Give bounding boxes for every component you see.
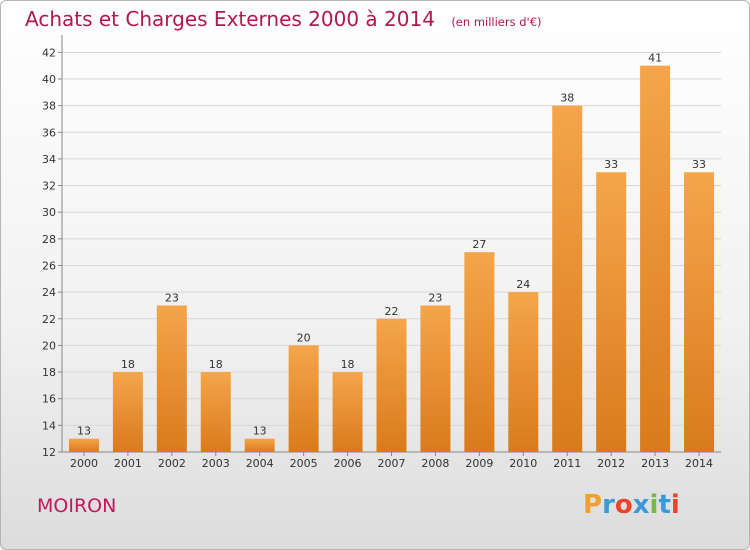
bar	[332, 372, 363, 452]
x-tick-label: 2003	[202, 457, 230, 470]
x-tick-label: 2005	[290, 457, 318, 470]
bars	[68, 65, 715, 452]
y-tick-label: 32	[42, 180, 56, 193]
bar	[288, 345, 319, 452]
chart-title: Achats et Charges Externes 2000 à 2014 (…	[25, 7, 542, 31]
data-label: 18	[121, 358, 135, 371]
x-tick-label: 2014	[685, 457, 713, 470]
bar	[684, 172, 715, 452]
place-name: MOIRON	[37, 495, 117, 517]
data-label: 20	[297, 331, 311, 344]
x-tick-label: 2007	[378, 457, 406, 470]
data-labels: 13 18 23 18 13 20 18 22 23 27 24 38 33 41 33	[77, 52, 706, 438]
data-label: 18	[341, 358, 355, 371]
y-tick-label: 36	[42, 126, 56, 139]
data-label: 38	[560, 92, 574, 105]
bar	[200, 372, 231, 452]
data-label: 24	[516, 278, 530, 291]
data-label: 27	[472, 238, 486, 251]
bar	[552, 105, 583, 452]
bar	[68, 438, 99, 452]
bar	[508, 292, 539, 452]
logo-letter: t	[658, 490, 671, 520]
x-tick-label: 2004	[246, 457, 274, 470]
data-label: 13	[77, 425, 91, 438]
x-tick-label: 2001	[114, 457, 142, 470]
bar	[376, 318, 407, 452]
x-tick-label: 2011	[553, 457, 581, 470]
logo-letter: o	[614, 490, 633, 520]
x-tick-label: 2009	[465, 457, 493, 470]
bar	[156, 305, 187, 452]
y-tick-label: 30	[42, 206, 56, 219]
bar	[112, 372, 143, 452]
logo-letter: i	[649, 490, 659, 520]
bar	[420, 305, 451, 452]
chart-subtitle: (en milliers d'€)	[451, 15, 542, 29]
y-tick-label: 34	[42, 153, 56, 166]
y-tick-label: 24	[42, 286, 56, 299]
bar	[464, 252, 495, 452]
x-tick-label: 2000	[70, 457, 98, 470]
data-label: 33	[604, 158, 618, 171]
y-tick-label: 14	[42, 419, 56, 432]
y-tick-label: 18	[42, 366, 56, 379]
data-label: 23	[428, 291, 442, 304]
chart-title-text: Achats et Charges Externes 2000 à 2014	[25, 7, 435, 31]
data-label: 18	[209, 358, 223, 371]
x-tick-label: 2013	[641, 457, 669, 470]
logo-letter: x	[632, 490, 650, 520]
y-tick-labels: 12 14 16 18 20 22 24 26 28 30 32 34 36 38 40 42	[42, 46, 56, 459]
x-tick-label: 2010	[509, 457, 537, 470]
logo-letter: P	[583, 490, 603, 520]
data-label: 13	[253, 425, 267, 438]
data-label: 41	[648, 52, 662, 65]
y-tick-label: 40	[42, 73, 56, 86]
data-label: 23	[165, 291, 179, 304]
x-tick-label: 2012	[597, 457, 625, 470]
x-tick-label: 2006	[334, 457, 362, 470]
bar	[640, 65, 671, 452]
y-tick-label: 22	[42, 313, 56, 326]
y-tick-label: 28	[42, 233, 56, 246]
y-tick-label: 20	[42, 339, 56, 352]
proxiti-logo[interactable]: Proxiti	[583, 490, 680, 520]
logo-letter: r	[602, 490, 615, 520]
y-tick-label: 16	[42, 393, 56, 406]
y-tick-label: 26	[42, 259, 56, 272]
y-tick-label: 12	[42, 446, 56, 459]
data-label: 33	[692, 158, 706, 171]
y-tick-label: 42	[42, 46, 56, 59]
x-tick-label: 2002	[158, 457, 186, 470]
bar	[244, 438, 275, 452]
y-tick-label: 38	[42, 100, 56, 113]
x-tick-labels: 2000 2001 2002 2003 2004 2005 2006 2007 2008 2009…	[70, 452, 713, 470]
x-tick-label: 2008	[421, 457, 449, 470]
data-label: 22	[385, 305, 399, 318]
logo-letter: i	[670, 490, 680, 520]
bar	[596, 172, 627, 452]
